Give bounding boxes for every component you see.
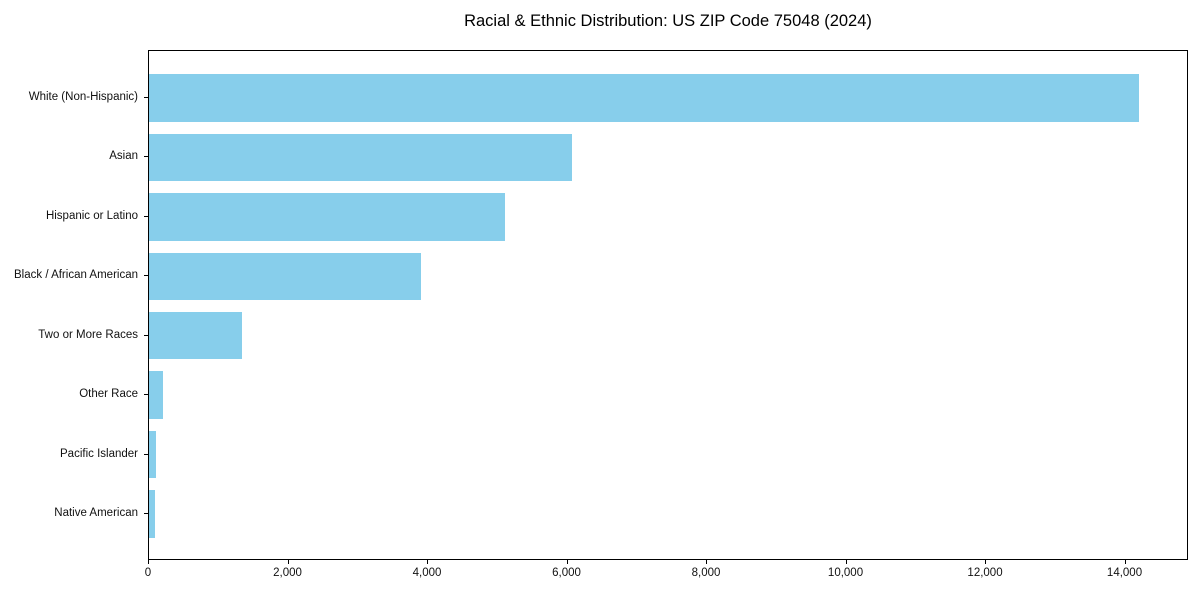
y-tick-label: Two or More Races [38, 328, 138, 341]
x-tick-mark [566, 560, 568, 564]
chart-title: Racial & Ethnic Distribution: US ZIP Cod… [464, 12, 872, 30]
y-tick-mark [144, 96, 148, 98]
x-tick-label: 4,000 [412, 567, 442, 579]
bar-two-or-more-races [149, 311, 243, 360]
bar-black-african-american [149, 252, 422, 301]
x-tick-mark [148, 560, 149, 564]
x-tick-mark [1124, 560, 1126, 564]
x-tick-label: 12,000 [967, 567, 1003, 579]
y-tick-label: Black / African American [14, 269, 138, 282]
x-tick-mark [985, 560, 987, 564]
x-tick-mark [706, 560, 707, 564]
plot-area [148, 50, 1188, 560]
y-tick-label: Hispanic or Latino [45, 209, 138, 222]
x-tick-mark [845, 560, 847, 564]
y-tick-label: Other Race [79, 388, 138, 401]
y-tick-mark [144, 394, 148, 396]
x-tick-label: 2,000 [273, 567, 302, 579]
y-tick-label: Asian [109, 150, 138, 163]
x-tick-mark [287, 560, 289, 564]
y-tick-label: Pacific Islander [60, 447, 138, 460]
bar-pacific-islander [149, 430, 156, 479]
y-tick-mark [144, 334, 148, 336]
y-tick-mark [144, 453, 148, 455]
x-tick-label: 10,000 [827, 567, 864, 579]
y-tick-mark [144, 156, 148, 158]
bar-native-american [149, 490, 155, 538]
x-tick-mark [427, 560, 428, 564]
x-tick-label: 6,000 [552, 567, 581, 579]
x-tick-label: 8,000 [691, 567, 721, 579]
x-tick-label: 0 [144, 567, 152, 579]
y-tick-mark [144, 513, 148, 515]
x-tick-label: 14,000 [1106, 567, 1143, 579]
y-tick-mark [144, 215, 148, 217]
y-tick-mark [144, 275, 148, 277]
y-tick-label: Native American [54, 507, 138, 520]
bar-asian [149, 133, 573, 182]
bar-white-non-hispanic [149, 74, 1140, 122]
bar-other-race [149, 371, 163, 419]
y-tick-label: White (Non-Hispanic) [28, 90, 138, 103]
bar-hispanic-or-latino [149, 193, 506, 241]
